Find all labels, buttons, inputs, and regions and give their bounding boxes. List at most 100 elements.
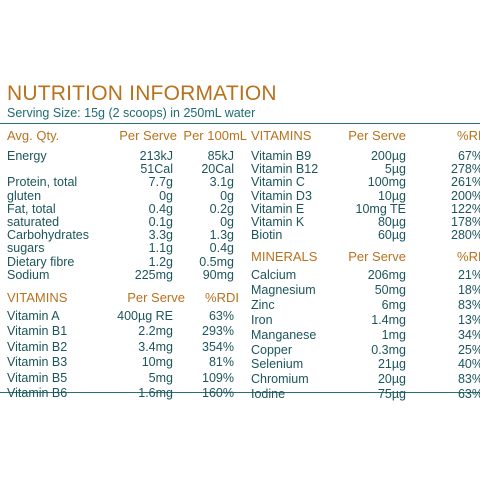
table-row: Selenium 21µg 40% <box>251 356 480 372</box>
table-cell: 122% <box>451 201 480 216</box>
table-cell: Vitamin K <box>251 215 305 229</box>
table-cell: 3.3g <box>148 228 173 243</box>
table-cell: 2.2mg <box>138 324 173 339</box>
table-cell: 63% <box>457 387 480 402</box>
table-cell: 13% <box>457 312 480 327</box>
table-row: Chromium 20µg 83% <box>251 371 480 387</box>
table-row: Vitamin K 80µg 178% <box>251 214 480 230</box>
table-cell: 5µg <box>384 162 406 177</box>
table-row: gluten 0g 0g <box>7 188 247 204</box>
table-header-row: MINERALS Per Serve %RDI <box>251 249 480 265</box>
table-cell: 0.4g <box>209 241 234 256</box>
table-cell: Carbohydrates <box>7 228 89 243</box>
table-row: Sodium 225mg 90mg <box>7 267 247 283</box>
table-cell: 0g <box>159 188 173 203</box>
table-row: Carbohydrates 3.3g 1.3g <box>7 227 247 243</box>
table-cell: 60µg <box>377 228 406 243</box>
table-cell: Vitamin E <box>251 201 305 216</box>
table-row: 51Cal 20Cal <box>7 161 247 177</box>
nutrition-title: NUTRITION INFORMATION <box>7 82 277 105</box>
table-cell: Vitamin B9 <box>251 149 312 163</box>
column-header: Per 100mL <box>183 128 247 143</box>
table-cell: 0.4g <box>148 201 173 216</box>
table-cell: gluten <box>7 188 42 203</box>
table-row: Dietary fibre 1.2g 0.5mg <box>7 254 247 270</box>
table-row: Vitamin B5 5mg 109% <box>7 370 247 386</box>
table-cell: 81% <box>208 355 234 370</box>
table-cell: Energy <box>7 149 47 163</box>
column-header: %RDI <box>457 249 480 264</box>
column-header: Avg. Qty. <box>7 128 60 143</box>
top-rule <box>0 123 480 124</box>
table-row: Vitamin C 100mg 261% <box>251 174 480 190</box>
column-header: %RDI <box>205 290 239 305</box>
table-cell: 0.2g <box>209 201 234 216</box>
table-cell: 83% <box>457 297 480 312</box>
table-cell: 0.1g <box>148 215 173 229</box>
table-cell: 40% <box>457 357 480 372</box>
table-row: Vitamin B9 200µg 67% <box>251 148 480 164</box>
column-header: VITAMINS <box>7 290 68 305</box>
table-cell: 50mg <box>374 282 406 297</box>
table-cell: saturated <box>7 215 60 229</box>
table-cell: 0g <box>220 188 234 203</box>
table-cell: 67% <box>457 149 480 163</box>
table-cell: Dietary fibre <box>7 254 75 269</box>
table-cell: 1.6mg <box>138 386 173 400</box>
table-cell: Magnesium <box>251 282 316 297</box>
table-row: Calcium 206mg 21% <box>251 267 480 283</box>
table-cell: 178% <box>451 215 480 229</box>
table-cell: 90mg <box>202 267 234 282</box>
table-row: sugars 1.1g 0.4g <box>7 240 247 256</box>
table-header-row: VITAMINS Per Serve %RDI <box>251 128 480 144</box>
column-header: VITAMINS <box>251 128 312 143</box>
table-cell: 225mg <box>134 267 173 282</box>
bottom-rule <box>0 392 480 393</box>
column-header: Per Serve <box>127 290 185 305</box>
table-cell: 10mg TE <box>355 201 407 216</box>
table-cell: 75µg <box>377 387 406 402</box>
table-cell: 213kJ <box>139 149 173 163</box>
table-cell: 1.1g <box>148 241 173 256</box>
table-cell: 293% <box>202 324 234 339</box>
table-cell: Chromium <box>251 372 309 387</box>
table-cell: Vitamin B1 <box>7 324 68 339</box>
column-header: MINERALS <box>251 249 318 264</box>
table-cell: 206mg <box>367 268 406 282</box>
table-row: Protein, total 7.7g 3.1g <box>7 174 247 190</box>
table-row: saturated 0.1g 0g <box>7 214 247 230</box>
table-cell: Sodium <box>7 267 50 282</box>
table-cell: 21% <box>457 268 480 282</box>
table-cell: 261% <box>451 175 480 190</box>
table-cell: Fat, total <box>7 201 56 216</box>
table-row: Vitamin B1 2.2mg 293% <box>7 323 247 339</box>
table-header-row: Avg. Qty. Per Serve Per 100mL <box>7 128 247 144</box>
table-cell: Selenium <box>251 357 304 372</box>
table-cell: 7.7g <box>148 175 173 190</box>
table-cell: 80µg <box>377 215 406 229</box>
table-cell: Calcium <box>251 268 297 282</box>
table-cell: 160% <box>202 386 234 400</box>
table-row: Zinc 6mg 83% <box>251 297 480 313</box>
column-header: %RDI <box>457 128 480 143</box>
table-cell: Protein, total <box>7 175 78 190</box>
table-row: Energy 213kJ 85kJ <box>7 148 247 164</box>
table-cell: Vitamin B6 <box>7 386 68 400</box>
table-row: Vitamin A 400µg RE 63% <box>7 308 247 324</box>
table-cell: 1.3g <box>209 228 234 243</box>
table-cell: 109% <box>202 370 234 385</box>
table-cell: 280% <box>451 228 480 243</box>
table-cell: 1.4mg <box>371 312 406 327</box>
table-cell: 1.2g <box>148 254 173 269</box>
table-cell: 3.4mg <box>138 339 173 354</box>
table-cell: 400µg RE <box>117 309 173 323</box>
table-row: Vitamin B6 1.6mg 160% <box>7 385 247 401</box>
table-cell: 34% <box>457 327 480 342</box>
table-cell: Vitamin D3 <box>251 188 312 203</box>
table-cell: 0g <box>220 215 234 229</box>
table-row: Iodine 75µg 63% <box>251 386 480 402</box>
table-cell: 0.3mg <box>371 342 406 357</box>
table-cell: Vitamin B12 <box>251 162 319 177</box>
table-row: Fat, total 0.4g 0.2g <box>7 201 247 217</box>
